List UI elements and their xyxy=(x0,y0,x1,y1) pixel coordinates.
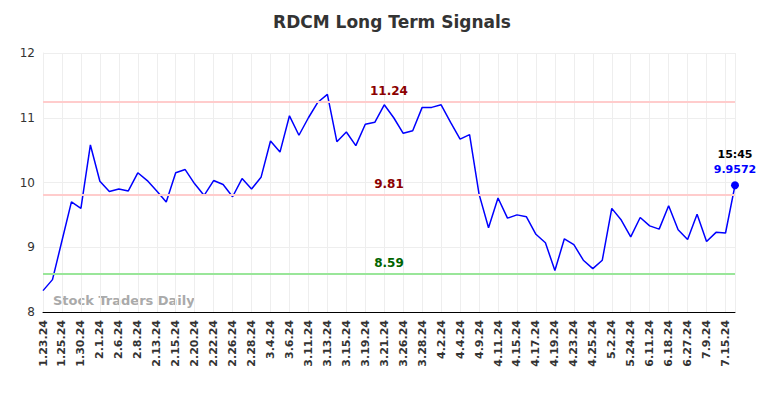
svg-text:1.25.24: 1.25.24 xyxy=(55,320,68,367)
svg-text:2.26.24: 2.26.24 xyxy=(226,320,239,367)
svg-text:4.17.24: 4.17.24 xyxy=(529,320,542,367)
svg-text:3.15.24: 3.15.24 xyxy=(340,320,353,367)
svg-text:9: 9 xyxy=(27,240,35,254)
svg-text:12: 12 xyxy=(20,46,35,60)
svg-text:4.25.24: 4.25.24 xyxy=(586,320,599,367)
svg-text:5.2.24: 5.2.24 xyxy=(605,320,618,359)
svg-text:2.15.24: 2.15.24 xyxy=(169,320,182,367)
svg-text:3.11.24: 3.11.24 xyxy=(302,320,315,367)
svg-text:1.23.24: 1.23.24 xyxy=(37,320,50,367)
svg-text:4.23.24: 4.23.24 xyxy=(567,320,580,367)
svg-text:4.4.24: 4.4.24 xyxy=(454,320,467,359)
svg-text:6.11.24: 6.11.24 xyxy=(643,320,656,367)
svg-text:7.9.24: 7.9.24 xyxy=(700,320,713,359)
svg-text:9.9572: 9.9572 xyxy=(714,163,756,176)
svg-text:5.24.24: 5.24.24 xyxy=(624,320,637,367)
svg-text:1.30.24: 1.30.24 xyxy=(74,320,87,367)
svg-text:3.21.24: 3.21.24 xyxy=(378,320,391,367)
svg-text:11.24: 11.24 xyxy=(370,84,408,98)
svg-text:Stock Traders Daily: Stock Traders Daily xyxy=(53,293,195,308)
svg-text:3.28.24: 3.28.24 xyxy=(416,320,429,367)
svg-text:6.18.24: 6.18.24 xyxy=(662,320,675,367)
svg-text:2.13.24: 2.13.24 xyxy=(150,320,163,367)
svg-text:2.28.24: 2.28.24 xyxy=(245,320,258,367)
svg-text:2.8.24: 2.8.24 xyxy=(131,320,144,359)
svg-text:3.6.24: 3.6.24 xyxy=(283,320,296,359)
svg-text:6.27.24: 6.27.24 xyxy=(681,320,694,367)
svg-text:8.59: 8.59 xyxy=(374,256,404,270)
svg-text:3.19.24: 3.19.24 xyxy=(359,320,372,367)
svg-text:11: 11 xyxy=(20,111,35,125)
svg-text:7.15.24: 7.15.24 xyxy=(719,320,732,367)
svg-text:2.22.24: 2.22.24 xyxy=(207,320,220,367)
svg-text:4.9.24: 4.9.24 xyxy=(473,320,486,359)
svg-text:3.13.24: 3.13.24 xyxy=(321,320,334,367)
svg-text:2.6.24: 2.6.24 xyxy=(112,320,125,359)
svg-text:4.19.24: 4.19.24 xyxy=(548,320,561,367)
svg-text:2.20.24: 2.20.24 xyxy=(188,320,201,367)
svg-text:4.2.24: 4.2.24 xyxy=(435,320,448,359)
svg-text:15:45: 15:45 xyxy=(717,148,752,161)
svg-text:9.81: 9.81 xyxy=(374,177,404,191)
svg-text:8: 8 xyxy=(27,305,35,319)
svg-text:3.4.24: 3.4.24 xyxy=(264,320,277,359)
svg-text:4.15.24: 4.15.24 xyxy=(510,320,523,367)
svg-text:3.26.24: 3.26.24 xyxy=(397,320,410,367)
svg-text:10: 10 xyxy=(20,176,35,190)
svg-text:RDCM Long Term Signals: RDCM Long Term Signals xyxy=(273,12,511,32)
svg-text:4.11.24: 4.11.24 xyxy=(492,320,505,367)
svg-text:2.1.24: 2.1.24 xyxy=(93,320,106,359)
